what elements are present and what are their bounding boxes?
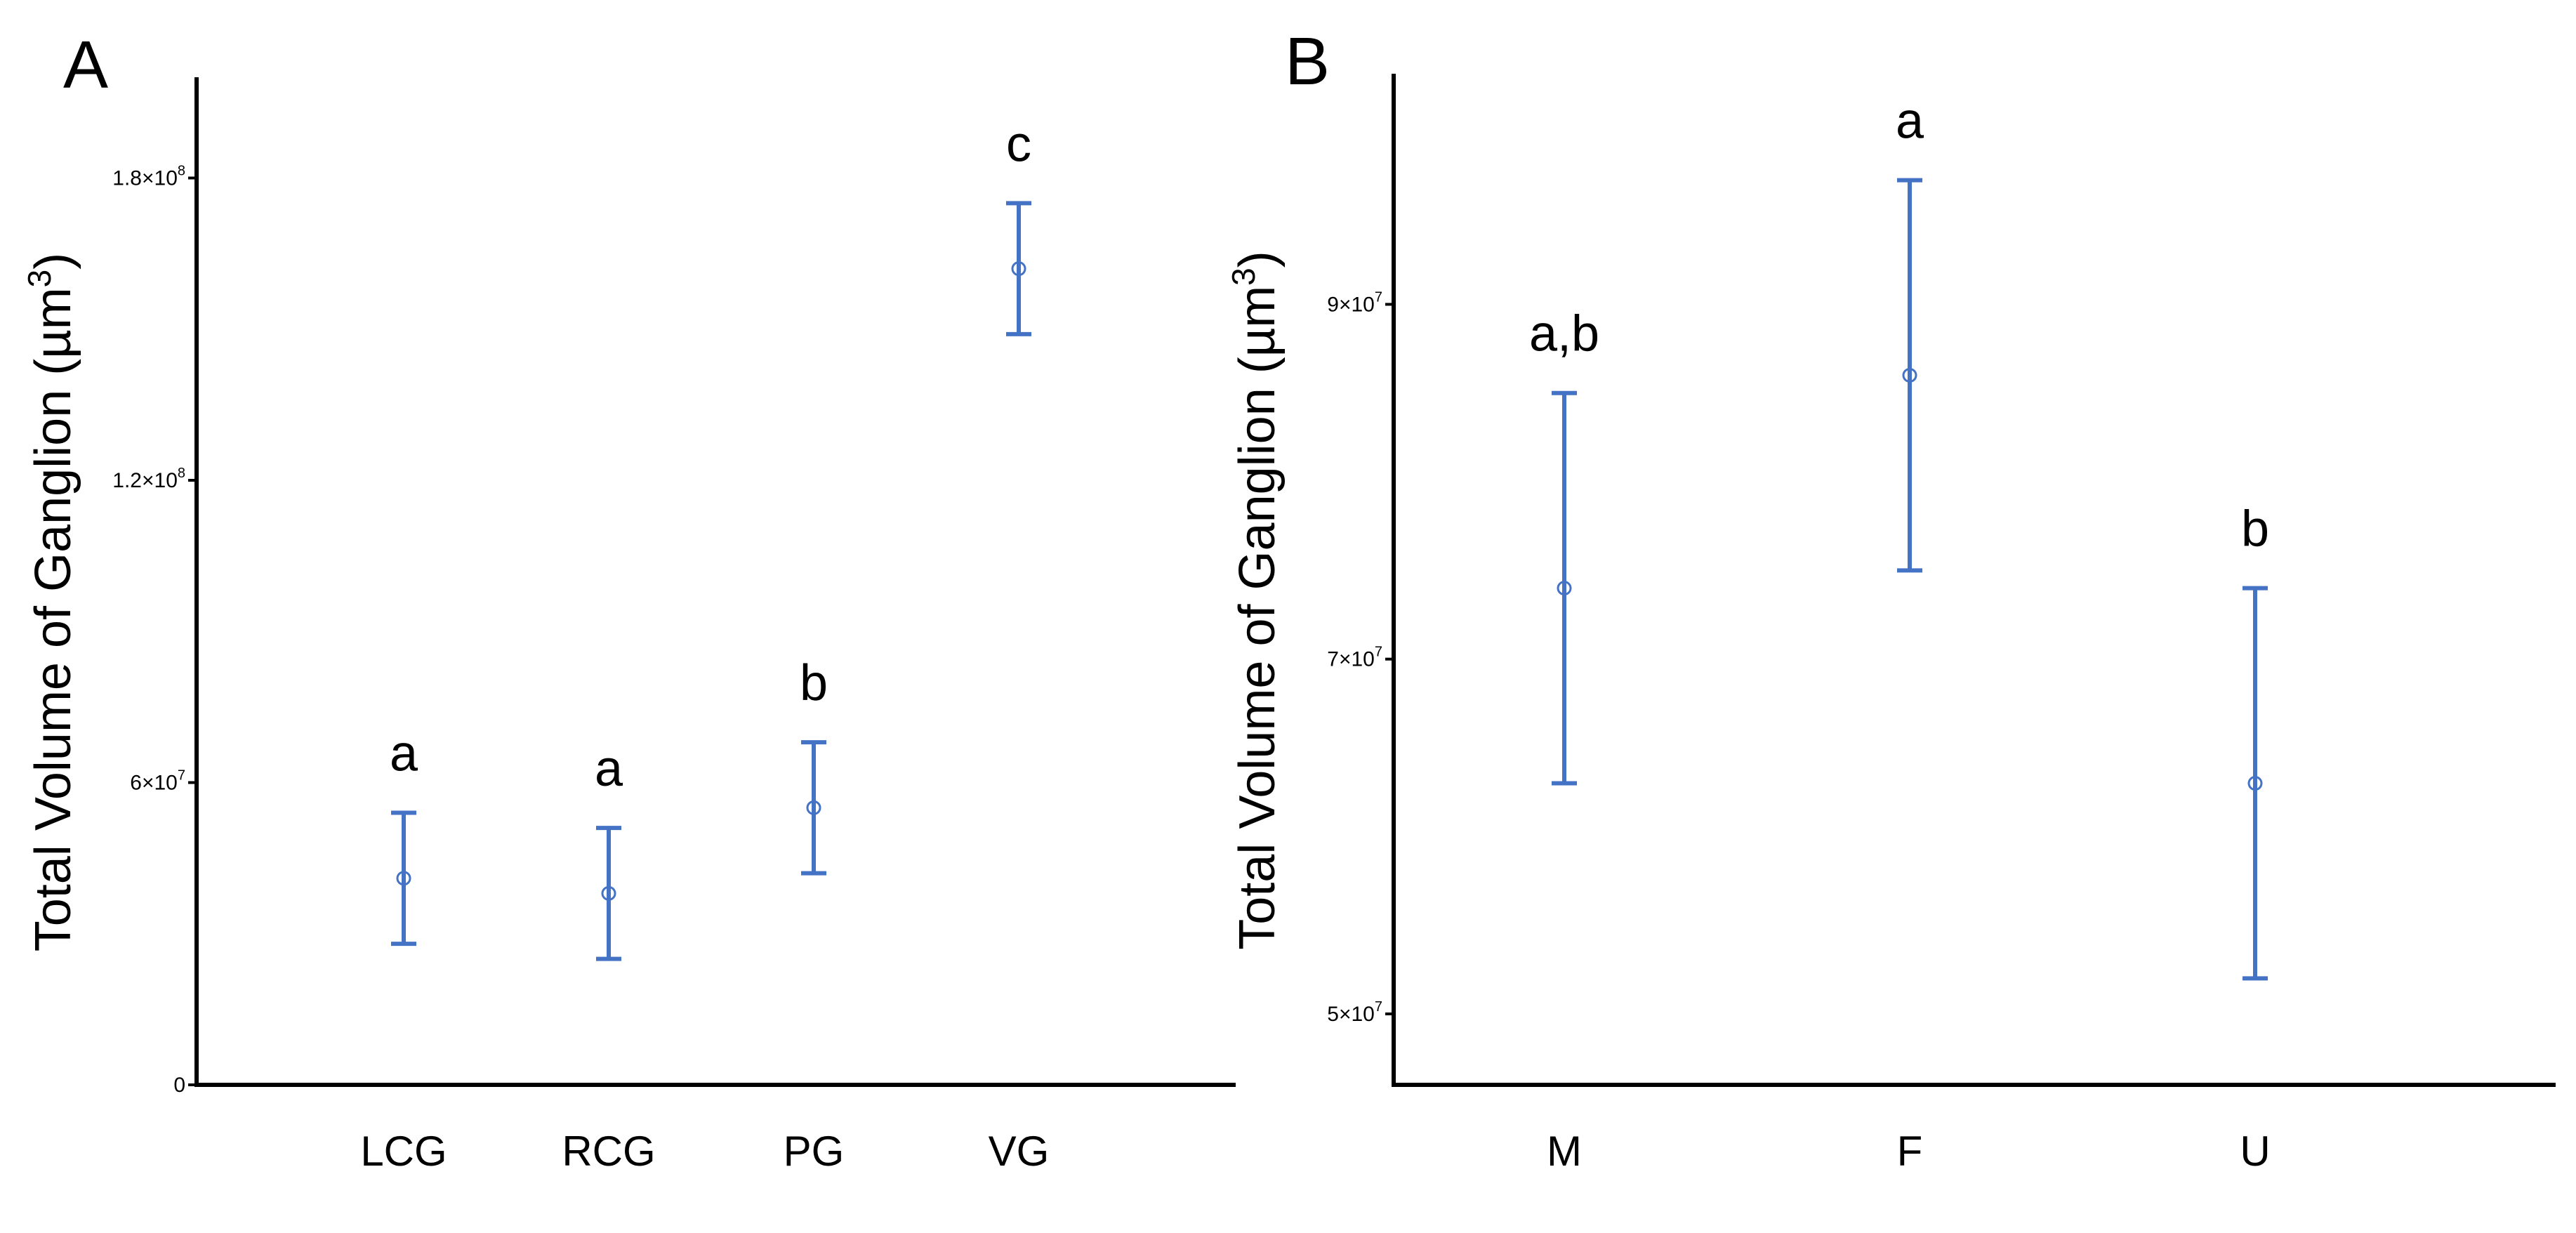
y-axis-title-a: Total Volume of Ganglion (µm3): [21, 253, 81, 952]
mean-point-m: [1557, 581, 1572, 596]
x-tick-label-vg: VG: [989, 1128, 1050, 1175]
y-tick-label: 5×107: [1327, 999, 1382, 1026]
y-tick-exponent: 7: [178, 768, 185, 784]
panel-label-a: A: [63, 27, 108, 103]
y-tick-exponent: 7: [1375, 645, 1382, 660]
y-axis-title-b: Total Volume of Ganglion (µm3): [1225, 251, 1286, 950]
mean-point-pg: [806, 800, 821, 815]
x-tick-label-m: M: [1547, 1128, 1582, 1175]
y-axis-title-text: Total Volume of Ganglion (µm: [25, 287, 81, 951]
significance-label-rcg: a: [595, 741, 623, 797]
mean-point-u: [2247, 776, 2263, 791]
error-bar-pg: [801, 740, 826, 876]
x-tick-label-lcg: LCG: [360, 1128, 447, 1175]
mean-point-f: [1902, 367, 1917, 383]
y-tick-label: 9×107: [1327, 289, 1382, 316]
significance-label-f: a: [1896, 93, 1924, 150]
error-bar-vg: [1006, 201, 1031, 336]
y-axis-title-superscript: 3: [21, 270, 58, 288]
significance-label-pg: b: [800, 655, 828, 711]
y-tick-label: 0: [173, 1074, 185, 1097]
y-tick-label: 1.2×108: [112, 466, 185, 492]
y-tick-exponent: 7: [1375, 289, 1382, 305]
y-tick-mantissa: 1.8×10: [112, 167, 178, 190]
y-tick-mantissa: 6×10: [130, 772, 178, 795]
significance-label-vg: c: [1006, 116, 1031, 172]
significance-label-u: b: [2241, 501, 2269, 558]
error-bar-f: [1897, 178, 1922, 573]
y-tick-mantissa: 9×10: [1327, 293, 1375, 316]
y-tick-label: 7×107: [1327, 645, 1382, 671]
y-tick-exponent: 8: [178, 164, 185, 179]
panel-label-b: B: [1285, 24, 1330, 99]
x-tick-label-pg: PG: [784, 1128, 845, 1175]
error-bar-rcg: [596, 826, 621, 961]
y-tick-mantissa: 1.2×10: [112, 469, 178, 492]
x-tick-label-f: F: [1897, 1128, 1923, 1175]
y-tick-mantissa: 0: [173, 1074, 185, 1097]
y-tick-label: 1.8×108: [112, 164, 185, 190]
y-axis-title-close: ): [25, 253, 81, 270]
mean-point-vg: [1011, 261, 1026, 277]
mean-point-rcg: [601, 885, 616, 901]
y-tick-exponent: 8: [178, 466, 185, 481]
significance-label-lcg: a: [390, 726, 418, 782]
x-tick-label-rcg: RCG: [562, 1128, 655, 1175]
significance-label-m: a,b: [1529, 306, 1599, 362]
error-bar-m: [1552, 390, 1577, 786]
y-tick-exponent: 7: [1375, 999, 1382, 1015]
error-bar-u: [2243, 586, 2268, 981]
y-axis-title-superscript: 3: [1225, 268, 1262, 286]
error-bar-lcg: [391, 810, 416, 947]
mean-point-lcg: [396, 871, 411, 886]
y-tick-mantissa: 7×10: [1327, 648, 1375, 671]
y-tick-label: 6×107: [130, 768, 185, 795]
y-axis-title-text: Total Volume of Ganglion (µm: [1229, 286, 1286, 950]
y-tick-mantissa: 5×10: [1327, 1003, 1375, 1026]
x-tick-label-u: U: [2240, 1128, 2270, 1175]
y-axis-title-close: ): [1229, 251, 1286, 268]
panel-a: A Total Volume of Ganglion (µm3) 0 6×107 1.2…: [21, 27, 1236, 1175]
